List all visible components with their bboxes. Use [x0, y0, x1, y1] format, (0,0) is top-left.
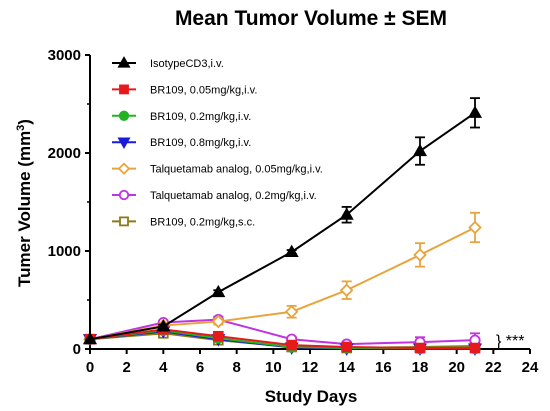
- y-axis-label-main: Tumer Volume (mm: [15, 131, 34, 287]
- chart-title: Mean Tumor Volume ± SEM: [175, 7, 447, 30]
- legend-label: Talquetamab analog, 0.05mg/kg,i.v.: [150, 164, 323, 176]
- y-tick-label: 0: [73, 341, 81, 358]
- series-layer: [82, 97, 483, 356]
- x-tick-label: 0: [86, 359, 94, 376]
- data-point: [286, 339, 297, 351]
- legend-item-6: Talquetamab analog, 0.2mg/kg,i.v.: [112, 189, 317, 202]
- legend-marker: [118, 110, 130, 121]
- legend-marker: [119, 216, 129, 227]
- legend-marker: [117, 56, 131, 68]
- x-tick-label: 14: [338, 359, 355, 376]
- y-tick-label: 1000: [48, 243, 81, 260]
- legend-item-1: IsotypeCD3,i.v.: [112, 56, 224, 70]
- data-point: [156, 319, 171, 332]
- y-axis-label: Tumer Volume (mm3): [15, 119, 34, 287]
- data-point: [467, 105, 483, 118]
- series-line: [89, 111, 476, 341]
- data-point: [82, 331, 98, 345]
- legend-marker: [117, 162, 131, 175]
- data-point: [469, 342, 481, 354]
- data-point: [284, 304, 299, 319]
- y-tick-label: 2000: [48, 145, 81, 162]
- legend-label: BR109, 0.2mg/kg,s.c.: [150, 216, 255, 228]
- x-tick-label: 16: [375, 359, 392, 376]
- legend-marker: [118, 189, 130, 201]
- data-point: [341, 341, 352, 353]
- legend-item-7: BR109, 0.2mg/kg,s.c.: [112, 216, 255, 228]
- series-5: [83, 211, 482, 346]
- y-axis-ticks: 0 1000 2000 3000: [48, 47, 90, 358]
- x-tick-label: 6: [196, 359, 204, 376]
- x-tick-label: 18: [412, 359, 429, 376]
- data-point: [468, 220, 482, 235]
- legend-item-2: BR109, 0.05mg/kg,i.v.: [112, 84, 257, 96]
- legend: IsotypeCD3,i.v. BR109, 0.05mg/kg,i.v. BR10…: [112, 56, 323, 228]
- significance-annotation: } ***: [496, 333, 524, 350]
- legend-item-3: BR109, 0.2mg/kg,i.v.: [112, 110, 251, 123]
- x-tick-label: 2: [122, 359, 130, 376]
- legend-item-4: BR109, 0.8mg/kg,i.v.: [112, 137, 251, 149]
- legend-label: IsotypeCD3,i.v.: [150, 58, 224, 70]
- y-axis-label-close: ): [15, 119, 34, 125]
- data-point: [213, 330, 224, 342]
- x-axis-ticks: 0 2 4 6 8 10 12 14 16 18 20 22 24: [86, 349, 539, 376]
- series-line: [89, 226, 476, 341]
- x-tick-label: 12: [302, 359, 319, 376]
- x-tick-label: 24: [522, 359, 539, 376]
- x-tick-label: 20: [448, 359, 465, 376]
- data-point: [211, 284, 226, 298]
- x-tick-label: 4: [159, 359, 168, 376]
- y-axis-label-superscript: 3: [15, 125, 27, 131]
- x-axis-label: Study Days: [265, 387, 358, 406]
- data-point: [339, 207, 354, 220]
- y-tick-label: 3000: [48, 47, 81, 64]
- data-point: [339, 283, 354, 297]
- legend-label: BR109, 0.2mg/kg,i.v.: [150, 111, 251, 123]
- legend-marker: [119, 84, 129, 95]
- x-tick-label: 22: [485, 359, 502, 376]
- legend-item-5: Talquetamab analog, 0.05mg/kg,i.v.: [112, 162, 323, 176]
- legend-label: BR109, 0.05mg/kg,i.v.: [150, 84, 257, 96]
- data-point: [211, 314, 226, 329]
- legend-label: BR109, 0.8mg/kg,i.v.: [150, 137, 251, 149]
- data-point: [412, 143, 428, 157]
- x-tick-label: 10: [265, 359, 282, 376]
- legend-marker: [117, 137, 131, 150]
- legend-label: Talquetamab analog, 0.2mg/kg,i.v.: [150, 190, 317, 202]
- data-point: [414, 342, 426, 354]
- series-1: [82, 97, 483, 345]
- data-point: [413, 248, 427, 262]
- data-point: [284, 244, 299, 258]
- x-tick-label: 8: [232, 359, 240, 376]
